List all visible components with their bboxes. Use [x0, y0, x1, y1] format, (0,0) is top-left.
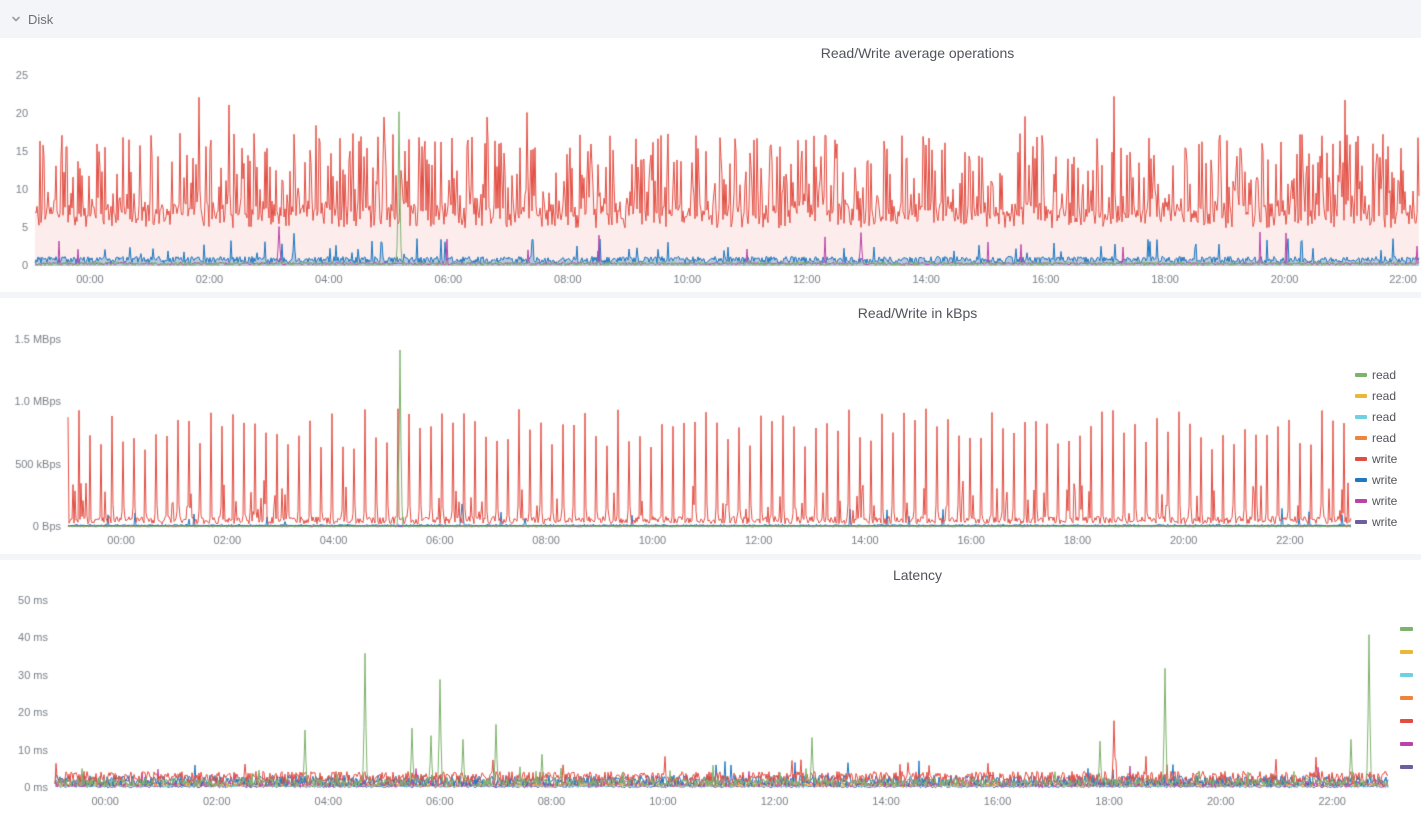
legend-mark-icon[interactable]: [1400, 627, 1413, 631]
legend-item-write[interactable]: write: [1355, 469, 1421, 490]
series-color-icon: [1355, 456, 1367, 461]
series-color-icon: [1355, 498, 1367, 503]
chevron-down-icon: [10, 13, 22, 25]
series-color-icon: [1355, 393, 1367, 398]
legend-mark-icon[interactable]: [1400, 719, 1413, 723]
legend-item-write[interactable]: write: [1355, 448, 1421, 469]
legend-label: read: [1372, 367, 1397, 382]
legend-label: write: [1372, 451, 1398, 466]
dashboard-row-disk[interactable]: Disk: [0, 0, 1421, 38]
legend-label: write: [1372, 493, 1398, 508]
series-color-icon: [1355, 435, 1367, 440]
legend-item-read[interactable]: read: [1355, 406, 1421, 427]
panel-title-latency[interactable]: Latency: [892, 567, 943, 583]
legend-label: read: [1372, 430, 1397, 445]
row-title: Disk: [28, 11, 54, 27]
series-color-icon: [1355, 414, 1367, 419]
series-color-icon: [1355, 477, 1367, 482]
panel-latency: Latency: [0, 560, 1421, 823]
panel-read-write-kbps: Read/Write in kBps read read read read write…: [0, 298, 1421, 554]
legend-label: read: [1372, 409, 1397, 424]
panel-title-read-write-operations[interactable]: Read/Write average operations: [820, 45, 1015, 61]
legend-item-write[interactable]: write: [1355, 490, 1421, 511]
legend-item-read[interactable]: read: [1355, 385, 1421, 406]
legend: read read read read write write write write: [1355, 328, 1421, 554]
legend-label: write: [1372, 472, 1398, 487]
series-color-icon: [1355, 372, 1367, 377]
panel-title-read-write-kbps[interactable]: Read/Write in kBps: [857, 305, 978, 321]
legend: [1400, 590, 1421, 823]
legend-item-read[interactable]: read: [1355, 364, 1421, 385]
legend-mark-icon[interactable]: [1400, 673, 1413, 677]
legend-mark-icon[interactable]: [1400, 765, 1413, 769]
panel-read-write-operations: Read/Write average operations: [0, 38, 1421, 292]
legend-item-write[interactable]: write: [1355, 511, 1421, 532]
legend-item-read[interactable]: read: [1355, 427, 1421, 448]
latency-chart[interactable]: [0, 590, 1400, 823]
legend-label: write: [1372, 514, 1398, 529]
legend-label: read: [1372, 388, 1397, 403]
legend-mark-icon[interactable]: [1400, 742, 1413, 746]
legend-mark-icon[interactable]: [1400, 696, 1413, 700]
read-write-kbps-chart[interactable]: [0, 328, 1355, 554]
series-color-icon: [1355, 519, 1367, 524]
read-write-operations-chart[interactable]: [0, 68, 1421, 292]
legend-mark-icon[interactable]: [1400, 650, 1413, 654]
